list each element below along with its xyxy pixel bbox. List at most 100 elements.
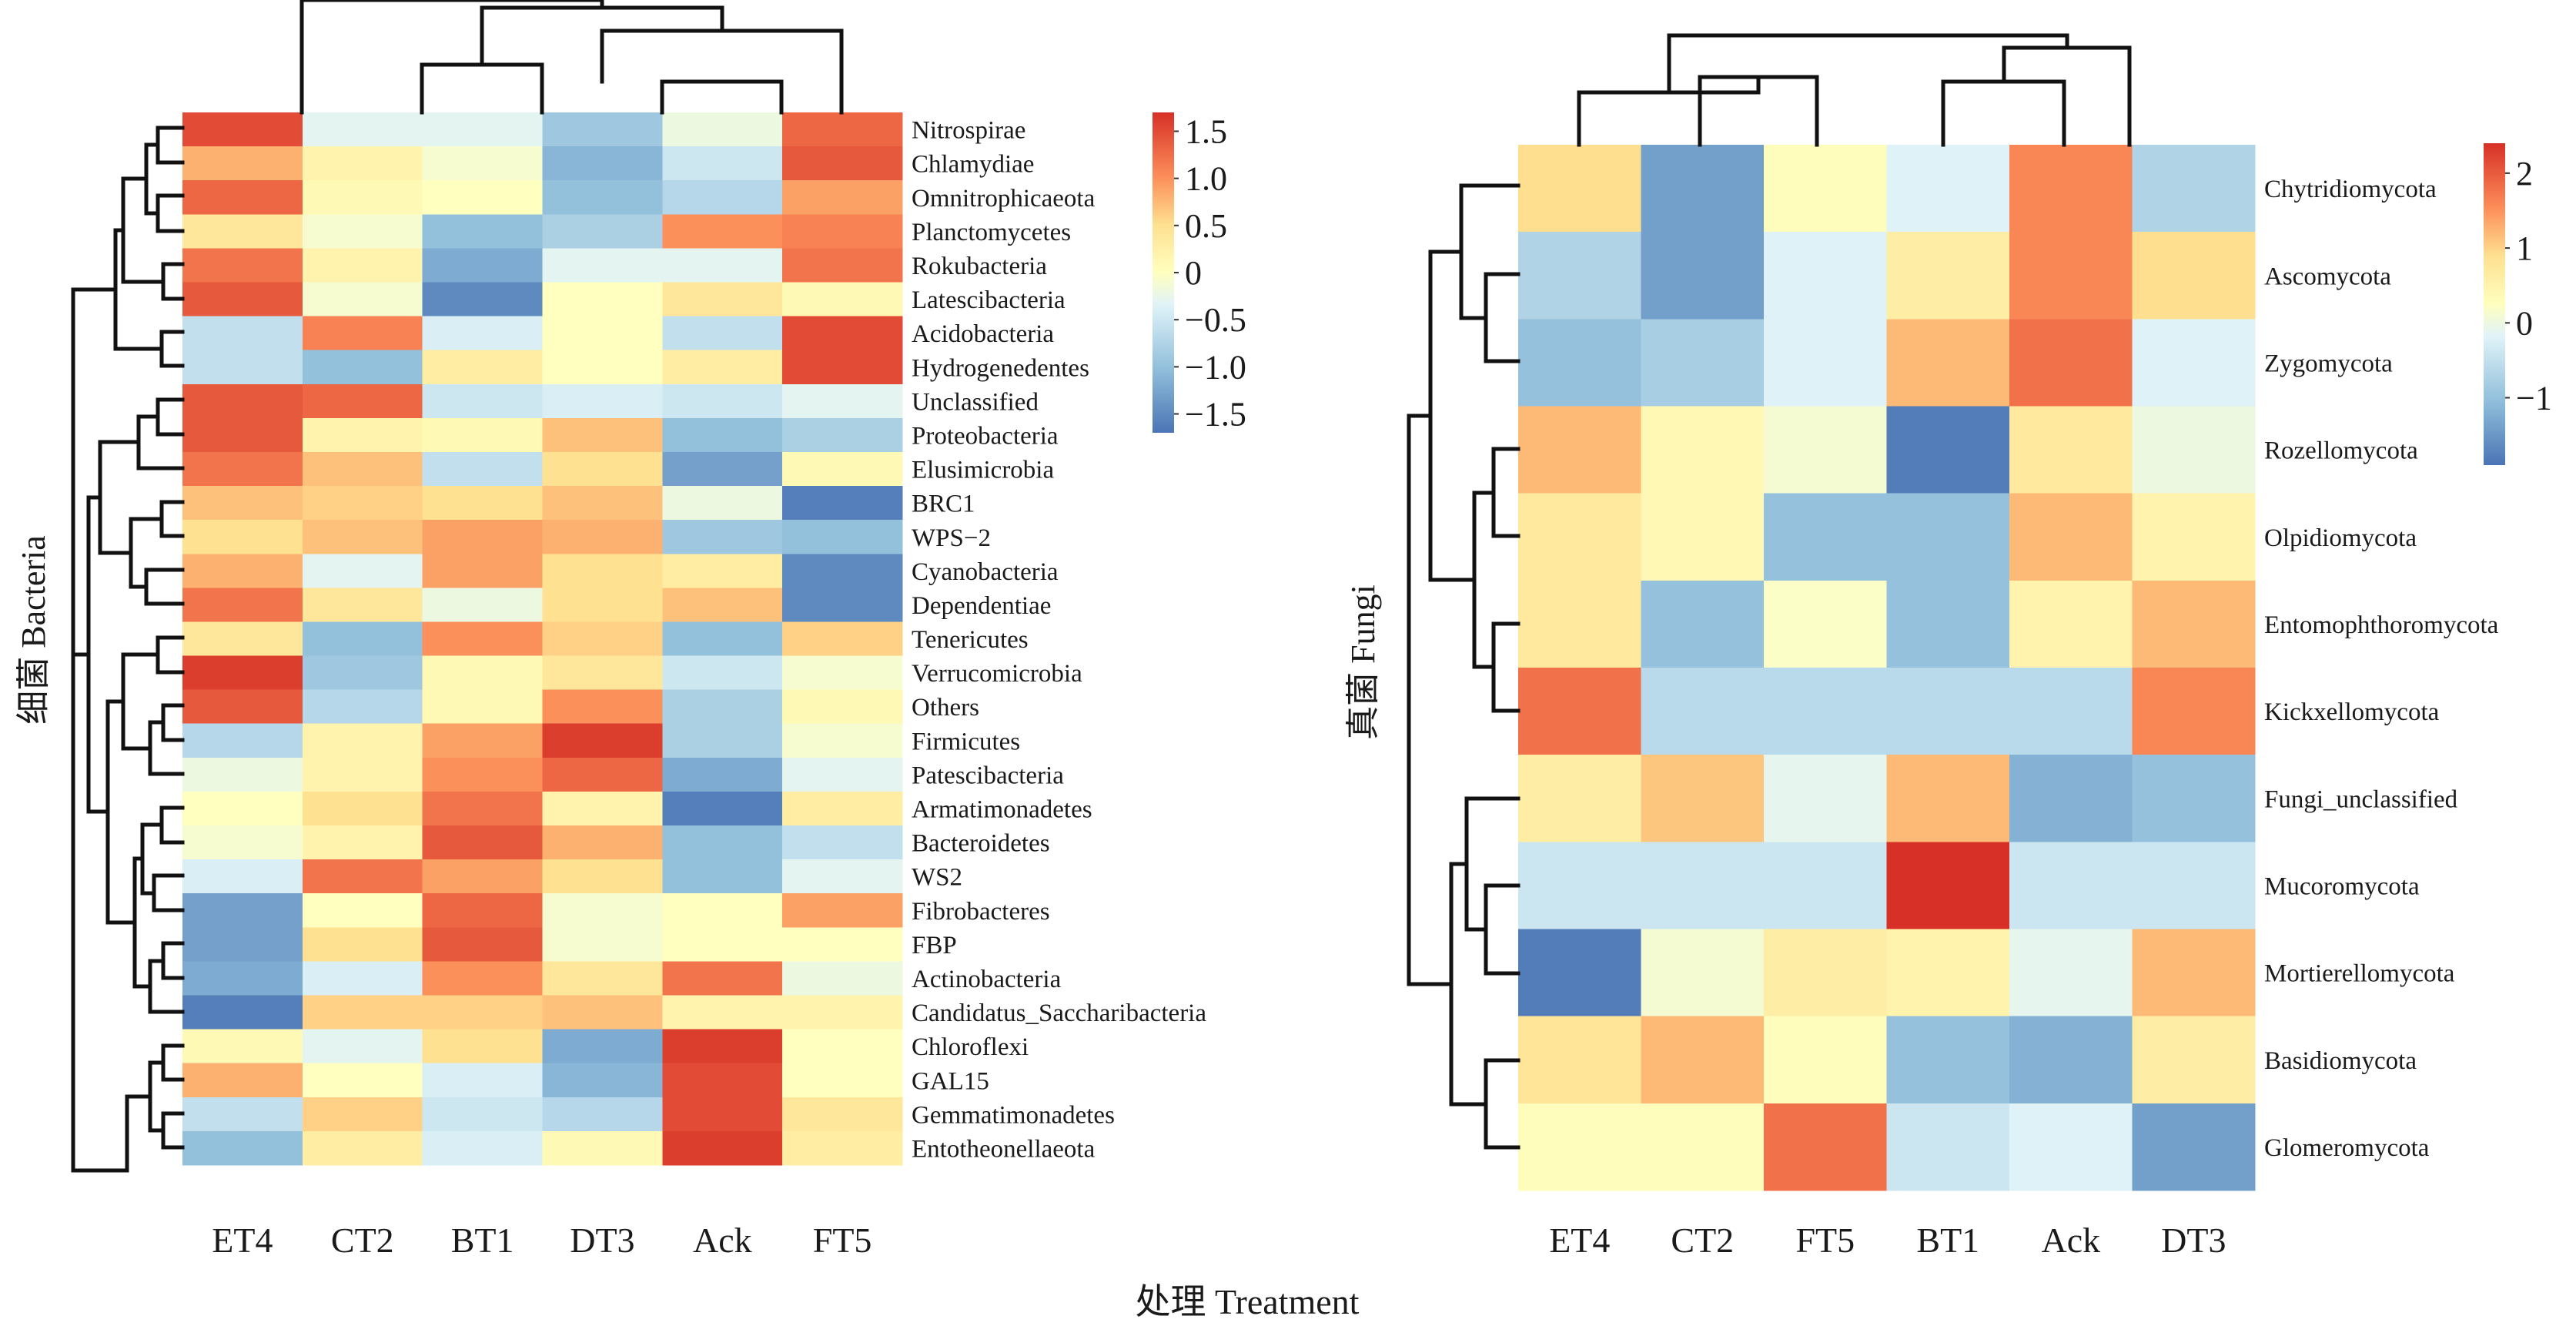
bacteria-cell-others-ct2 — [302, 689, 423, 725]
bacteria-cell-planctomycetes-et4 — [182, 214, 303, 249]
fungi-cell-fungi-unclassified-ft5 — [1764, 755, 1888, 842]
fungi-column-label-bt1: BT1 — [1916, 1221, 1979, 1260]
bacteria-cell-wps-2-et4 — [182, 520, 303, 554]
bacteria-cell-acidobacteria-ct2 — [302, 316, 423, 351]
bacteria-cell-patescibacteria-ct2 — [302, 757, 423, 792]
bacteria-cell-brc1-ft5 — [782, 486, 903, 521]
bacteria-cell-nitrospirae-bt1 — [422, 112, 544, 147]
fungi-cell-kickxellomycota-ct2 — [1641, 668, 1765, 755]
bacteria-cell-acidobacteria-ft5 — [782, 316, 903, 351]
fungi-cell-olpidiomycota-ct2 — [1641, 493, 1765, 581]
bacteria-cell-elusimicrobia-ft5 — [782, 451, 903, 487]
fungi-column-label-et4: ET4 — [1549, 1221, 1610, 1260]
fungi-row-label-kickxellomycota: Kickxellomycota — [2264, 698, 2440, 726]
bacteria-cell-gemmatimonadetes-ack — [662, 1097, 783, 1132]
bacteria-cell-brc1-et4 — [182, 486, 303, 521]
bacteria-cell-hydrogenedentes-ct2 — [302, 350, 423, 385]
bacteria-cell-cyanobacteria-dt3 — [542, 554, 663, 588]
bacteria-cell-entotheonellaeota-ft5 — [782, 1130, 903, 1166]
fungi-cell-entomophthoromycota-dt3 — [2132, 580, 2256, 668]
bacteria-cell-armatimonadetes-ft5 — [782, 791, 903, 826]
bacteria-cell-cyanobacteria-et4 — [182, 554, 303, 588]
fungi-cell-ascomycota-ack — [2009, 232, 2133, 320]
bacteria-cell-wps-2-ct2 — [302, 520, 423, 554]
bacteria-cell-firmicutes-bt1 — [422, 723, 544, 758]
bacteria-cell-bacteroidetes-dt3 — [542, 825, 663, 860]
bacteria-cell-proteobacteria-dt3 — [542, 417, 663, 453]
bacteria-cell-elusimicrobia-bt1 — [422, 451, 544, 487]
fungi-cell-glomeromycota-ct2 — [1641, 1103, 1765, 1191]
bacteria-cell-fibrobacteres-dt3 — [542, 893, 663, 928]
fungi-cell-zygomycota-ct2 — [1641, 319, 1765, 407]
fungi-column-labels: ET4 CT2 FT5 BT1 Ack DT3 — [1549, 1221, 2226, 1260]
bacteria-cell-chloroflexi-ct2 — [302, 1029, 423, 1064]
bacteria-cell-elusimicrobia-ack — [662, 451, 783, 487]
bacteria-row-label-chloroflexi: Chloroflexi — [912, 1033, 1029, 1061]
bacteria-cell-cyanobacteria-ct2 — [302, 554, 423, 588]
fungi-cell-kickxellomycota-et4 — [1518, 668, 1642, 755]
fungi-cell-kickxellomycota-ack — [2009, 668, 2133, 755]
bacteria-cell-wps-2-ft5 — [782, 520, 903, 554]
bacteria-axis-label: 细菌 Bacteria — [15, 535, 52, 725]
bacteria-cell-chloroflexi-bt1 — [422, 1029, 544, 1064]
fungi-colorbar-tick-label: 1 — [2516, 229, 2533, 267]
fungi-row-label-mucoromycota: Mucoromycota — [2264, 873, 2420, 901]
fungi-cell-fungi-unclassified-et4 — [1518, 755, 1642, 842]
bacteria-cell-cyanobacteria-bt1 — [422, 554, 544, 588]
bacteria-cell-proteobacteria-ft5 — [782, 417, 903, 453]
fungi-row-label-olpidiomycota: Olpidiomycota — [2264, 524, 2417, 552]
bacteria-cell-latescibacteria-dt3 — [542, 282, 663, 317]
bacteria-cell-latescibacteria-ct2 — [302, 282, 423, 317]
bacteria-cell-rokubacteria-ct2 — [302, 248, 423, 283]
bacteria-cell-elusimicrobia-et4 — [182, 451, 303, 487]
bacteria-row-label-fibrobacteres: Fibrobacteres — [912, 898, 1050, 926]
bacteria-cell-brc1-ct2 — [302, 486, 423, 521]
bacteria-cell-candidatus-saccharibacteria-et4 — [182, 995, 303, 1030]
fungi-cell-rozellomycota-ct2 — [1641, 406, 1765, 494]
fungi-cell-chytridiomycota-ct2 — [1641, 145, 1765, 233]
bacteria-cell-fbp-ack — [662, 927, 783, 963]
fungi-heatmap-panel: Chytridiomycota Ascomycota Zygomycota Rozel… — [1344, 33, 2552, 1260]
bacteria-cell-patescibacteria-et4 — [182, 757, 303, 792]
bacteria-cell-firmicutes-dt3 — [542, 723, 663, 758]
fungi-cell-mortierellomycota-bt1 — [1886, 929, 2010, 1017]
bacteria-cell-hydrogenedentes-et4 — [182, 350, 303, 385]
bacteria-row-label-elusimicrobia: Elusimicrobia — [912, 457, 1054, 484]
bacteria-cell-planctomycetes-ft5 — [782, 214, 903, 249]
bacteria-cell-actinobacteria-ft5 — [782, 961, 903, 996]
bacteria-cell-acidobacteria-bt1 — [422, 316, 544, 351]
bacteria-cell-hydrogenedentes-dt3 — [542, 350, 663, 385]
bacteria-colorbar-tick-label: 0 — [1185, 254, 1202, 292]
fungi-cell-glomeromycota-bt1 — [1886, 1103, 2010, 1191]
fungi-cell-chytridiomycota-et4 — [1518, 145, 1642, 233]
fungi-cell-ascomycota-dt3 — [2132, 232, 2256, 320]
bacteria-colorbar-tick-label: −0.5 — [1185, 301, 1246, 339]
bacteria-cell-bacteroidetes-ack — [662, 825, 783, 860]
fungi-column-dendrogram — [1577, 33, 2132, 147]
bacteria-cell-chlamydiae-ack — [662, 146, 783, 181]
bacteria-cell-ws2-et4 — [182, 859, 303, 894]
bacteria-cell-chloroflexi-dt3 — [542, 1029, 663, 1064]
bacteria-cell-gemmatimonadetes-ct2 — [302, 1097, 423, 1132]
bacteria-cell-hydrogenedentes-ft5 — [782, 350, 903, 385]
bacteria-cell-others-dt3 — [542, 689, 663, 725]
bacteria-row-label-others: Others — [912, 694, 979, 722]
bacteria-cell-chlamydiae-bt1 — [422, 146, 544, 181]
fungi-cell-mortierellomycota-ft5 — [1764, 929, 1888, 1017]
fungi-cell-chytridiomycota-bt1 — [1886, 145, 2010, 233]
bacteria-row-label-brc1: BRC1 — [912, 491, 975, 518]
bacteria-row-label-tenericutes: Tenericutes — [912, 626, 1029, 654]
fungi-cell-fungi-unclassified-ct2 — [1641, 755, 1765, 842]
bacteria-cell-proteobacteria-bt1 — [422, 417, 544, 453]
bacteria-column-label-ct2: CT2 — [331, 1221, 394, 1260]
bacteria-cell-chloroflexi-ack — [662, 1029, 783, 1064]
bacteria-cell-others-ack — [662, 689, 783, 725]
bacteria-cell-latescibacteria-ack — [662, 282, 783, 317]
fungi-cell-glomeromycota-ft5 — [1764, 1103, 1888, 1191]
bacteria-row-label-planctomycetes: Planctomycetes — [912, 219, 1071, 246]
fungi-cell-mortierellomycota-dt3 — [2132, 929, 2256, 1017]
fungi-cell-ascomycota-et4 — [1518, 232, 1642, 320]
bacteria-cell-fibrobacteres-ack — [662, 893, 783, 928]
bacteria-cell-elusimicrobia-dt3 — [542, 451, 663, 487]
fungi-cell-olpidiomycota-et4 — [1518, 493, 1642, 581]
